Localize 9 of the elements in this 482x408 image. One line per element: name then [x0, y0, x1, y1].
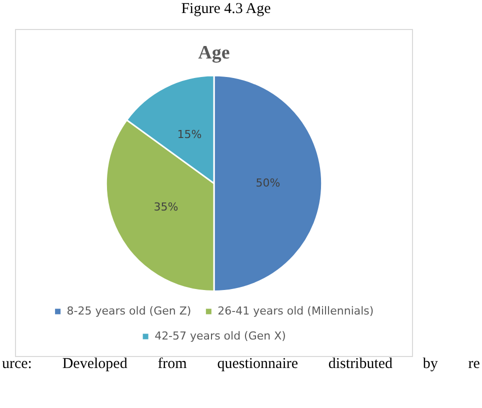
caption: Figure 4.3 Age [180, 1, 272, 18]
data-label: 50% [256, 176, 280, 190]
chart-title: Age [198, 42, 230, 64]
text: urce: Developed from questionnaire distributed by re [2, 356, 480, 372]
legend-label: 42-57 years old (Gen X) [154, 329, 286, 342]
legend-label: 26-41 years old (Millennials) [218, 304, 374, 318]
data-label: 35% [154, 200, 178, 214]
legend-label: 8-25 years old (Gen Z) [66, 304, 192, 318]
data-label: 15% [177, 128, 202, 142]
